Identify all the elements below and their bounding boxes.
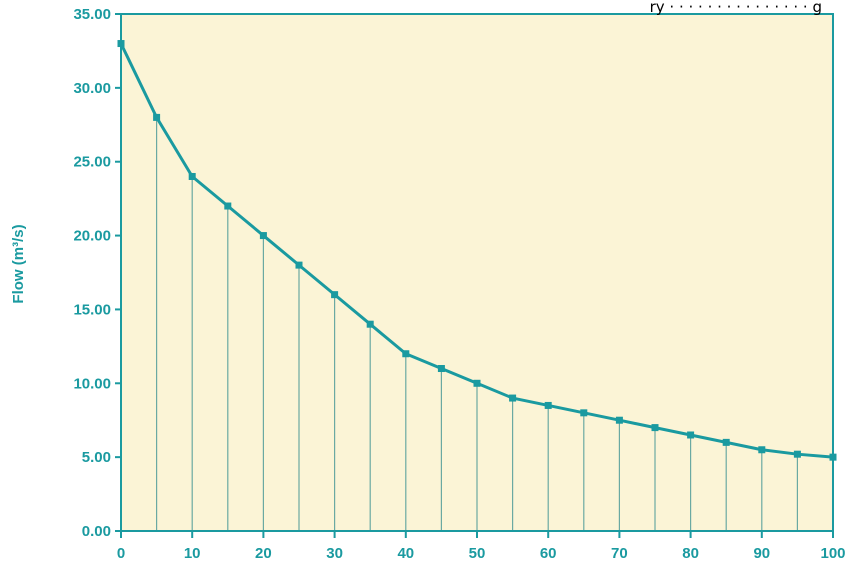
y-tick-label: 20.00 bbox=[73, 228, 111, 245]
data-point bbox=[331, 291, 339, 299]
y-tick-label: 15.00 bbox=[73, 301, 111, 318]
top-corner-text: ry · · · · · · · · · · · · · · · g bbox=[650, 0, 822, 16]
y-tick-label: 30.00 bbox=[73, 80, 111, 97]
data-point bbox=[153, 113, 161, 121]
data-point bbox=[793, 450, 801, 458]
x-tick-label: 20 bbox=[255, 545, 272, 562]
y-tick-label: 35.00 bbox=[73, 6, 111, 23]
y-axis-title: Flow (m³/s) bbox=[10, 224, 27, 303]
x-tick-label: 50 bbox=[469, 545, 486, 562]
data-point bbox=[544, 401, 552, 409]
data-point bbox=[295, 261, 303, 269]
x-tick-label: 10 bbox=[184, 545, 201, 562]
data-point bbox=[651, 424, 659, 432]
data-point bbox=[366, 320, 374, 328]
data-point bbox=[580, 409, 588, 417]
y-axis-ticks: 0.00 5.00 10.00 15.00 20.00 25.00 30.00 35.00 bbox=[73, 6, 121, 540]
drop-lines bbox=[156, 117, 799, 531]
x-tick-label: 40 bbox=[397, 545, 414, 562]
x-tick-label: 70 bbox=[611, 545, 628, 562]
data-point bbox=[687, 431, 695, 439]
data-point bbox=[473, 379, 481, 387]
data-point bbox=[259, 232, 267, 240]
x-tick-label: 100 bbox=[820, 545, 845, 562]
data-point bbox=[188, 172, 196, 180]
y-tick-label: 5.00 bbox=[82, 449, 111, 466]
data-point bbox=[437, 365, 445, 373]
x-axis-ticks: 0 10 20 30 40 50 60 70 80 90 100 bbox=[117, 531, 846, 562]
x-tick-label: 80 bbox=[682, 545, 699, 562]
data-point bbox=[758, 446, 766, 454]
x-tick-label: 30 bbox=[326, 545, 343, 562]
y-tick-label: 10.00 bbox=[73, 375, 111, 392]
y-tick-label: 25.00 bbox=[73, 154, 111, 171]
data-point bbox=[722, 438, 730, 446]
x-tick-label: 90 bbox=[753, 545, 770, 562]
y-tick-label: 0.00 bbox=[82, 523, 111, 540]
x-tick-label: 60 bbox=[540, 545, 557, 562]
data-point bbox=[615, 416, 623, 424]
data-point bbox=[402, 350, 410, 358]
x-tick-label: 0 bbox=[117, 545, 125, 562]
data-point bbox=[224, 202, 232, 210]
data-point bbox=[509, 394, 517, 402]
